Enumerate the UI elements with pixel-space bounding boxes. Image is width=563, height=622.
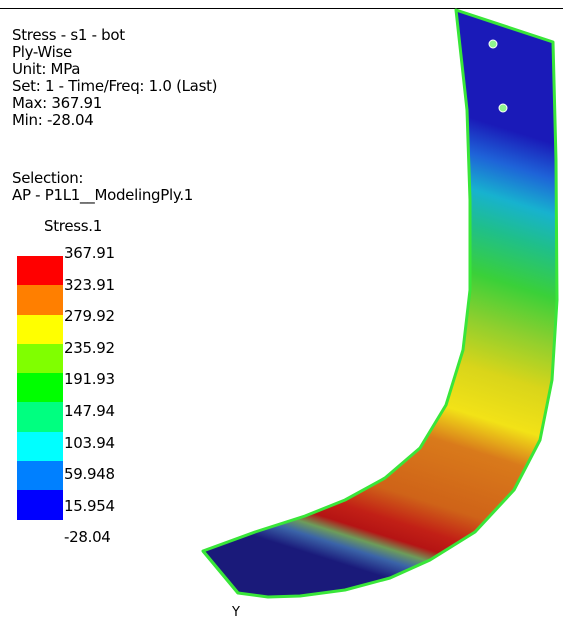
legend-swatch (17, 490, 63, 520)
result-min: Min: -28.04 (12, 111, 94, 129)
y-axis-label: Y (232, 605, 240, 620)
result-name: Stress - s1 - bot (12, 26, 125, 44)
legend-value: 235.92 (64, 338, 115, 357)
result-max: Max: 367.91 (12, 94, 103, 112)
ply-surface[interactable] (201, 8, 559, 599)
color-legend-bar (17, 256, 63, 549)
result-info: Stress - s1 - bot Ply-Wise Unit: MPa Set… (12, 26, 218, 129)
top-divider (0, 8, 563, 9)
legend-value: 279.92 (64, 307, 115, 326)
result-set: Set: 1 - Time/Freq: 1.0 (Last) (12, 77, 218, 95)
selection-heading: Selection: (12, 169, 84, 187)
legend-value: 59.948 (64, 465, 115, 484)
result-mode: Ply-Wise (12, 43, 72, 61)
legend-swatch (17, 431, 63, 462)
legend-swatch (17, 343, 63, 374)
selection-info: Selection: AP - P1L1__ModelingPly.1 (12, 170, 193, 204)
legend-value: 367.91 (64, 244, 115, 262)
legend-swatch (17, 285, 63, 315)
ply-bottom-edge (201, 550, 240, 594)
legend-title: Stress.1 (44, 217, 103, 235)
legend-swatch (17, 461, 63, 491)
legend-swatch (17, 314, 63, 344)
mounting-hole (498, 103, 508, 113)
legend-swatch (17, 256, 63, 286)
legend-value: 323.91 (64, 275, 115, 294)
result-unit: Unit: MPa (12, 60, 81, 78)
legend-value: 147.94 (64, 402, 115, 420)
legend-value: -28.04 (64, 528, 111, 547)
legend-value: 191.93 (64, 370, 115, 389)
legend-value: 103.94 (64, 433, 115, 452)
selection-name: AP - P1L1__ModelingPly.1 (12, 186, 194, 204)
legend-swatch (17, 373, 63, 403)
legend-value: 15.954 (64, 496, 115, 515)
legend-swatch (17, 402, 63, 432)
mounting-hole (488, 39, 498, 49)
